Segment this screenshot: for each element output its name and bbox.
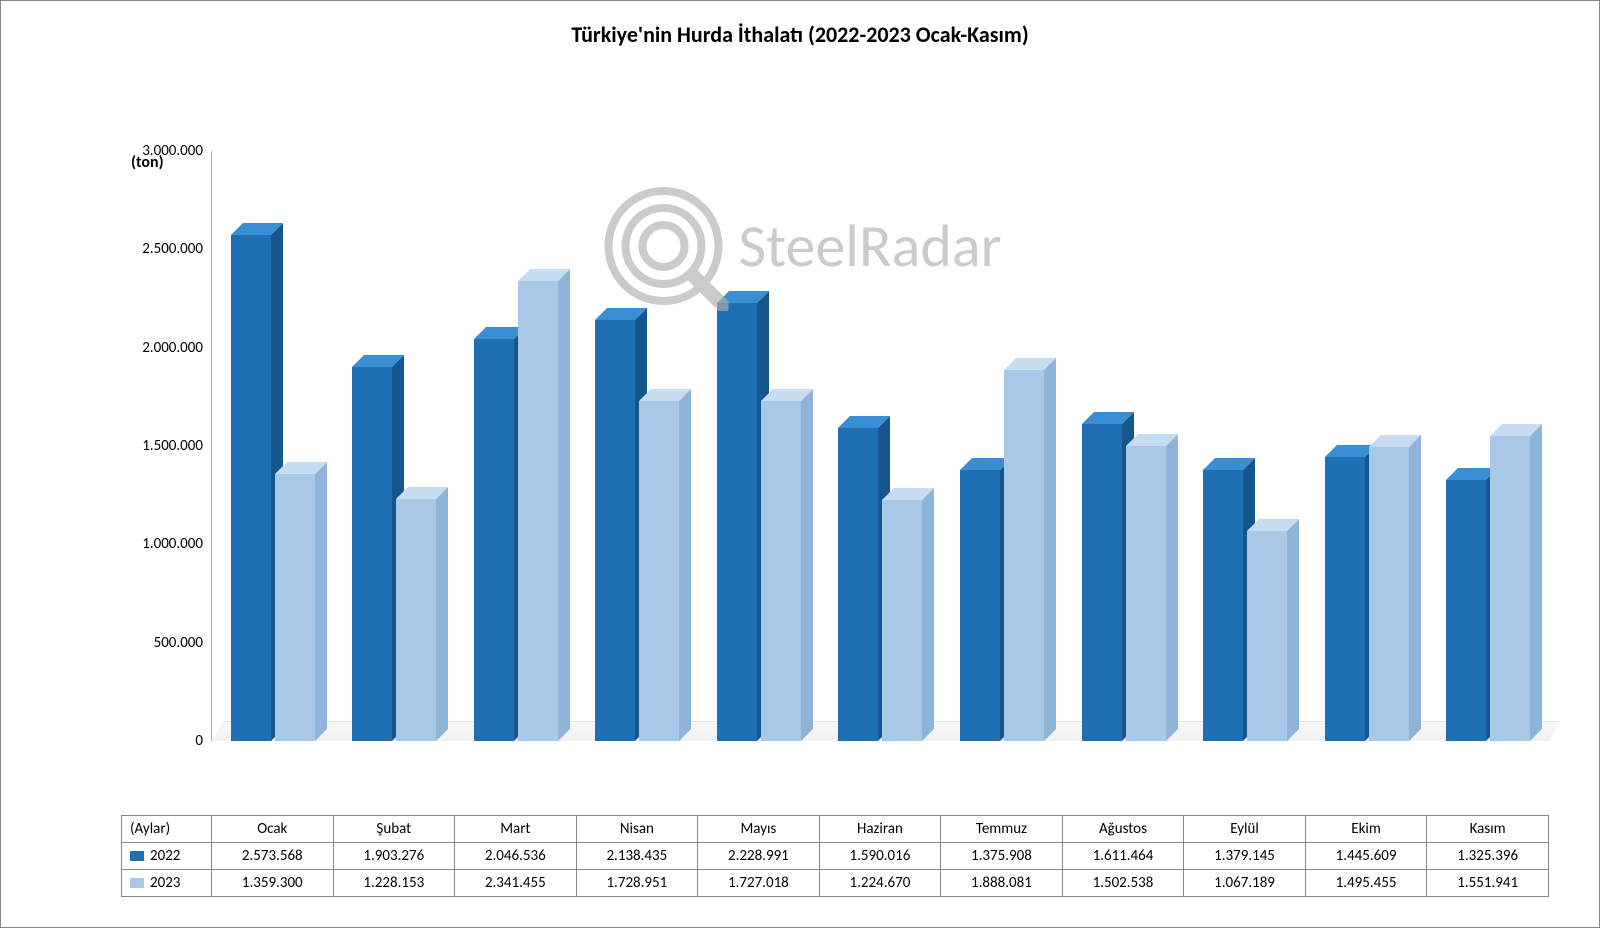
- bar-2022: [1446, 480, 1486, 741]
- bar-group: [820, 151, 942, 741]
- bar-group: [577, 151, 699, 741]
- data-cell: 2.138.435: [576, 843, 698, 870]
- data-cell: 1.325.396: [1427, 843, 1549, 870]
- data-cell: 1.379.145: [1184, 843, 1306, 870]
- data-cell: 2.341.455: [455, 870, 577, 897]
- plot-area: [211, 151, 1549, 741]
- data-table-region: (Aylar)OcakŞubatMartNisanMayısHaziranTem…: [121, 815, 1549, 897]
- legend-swatch-icon: [130, 878, 144, 888]
- data-cell: 2.046.536: [455, 843, 577, 870]
- bar-2023: [1490, 436, 1530, 741]
- bar-2022: [474, 339, 514, 741]
- category-header: Ekim: [1305, 816, 1427, 843]
- category-header: Mart: [455, 816, 577, 843]
- bar-group: [1427, 151, 1549, 741]
- bar-2022: [231, 235, 271, 741]
- bar-2022: [1325, 457, 1365, 741]
- y-tick: 1.000.000: [142, 535, 203, 553]
- category-header: Nisan: [576, 816, 698, 843]
- data-cell: 1.067.189: [1184, 870, 1306, 897]
- data-cell: 1.359.300: [212, 870, 334, 897]
- data-cell: 1.727.018: [698, 870, 820, 897]
- data-cell: 1.903.276: [333, 843, 455, 870]
- data-cell: 1.551.941: [1427, 870, 1549, 897]
- bar-2023: [1247, 531, 1287, 741]
- data-table: (Aylar)OcakŞubatMartNisanMayısHaziranTem…: [121, 815, 1549, 897]
- y-tick: 0: [195, 732, 203, 750]
- y-tick: 3.000.000: [142, 142, 203, 160]
- bar-2023: [1126, 446, 1166, 741]
- bar-2023: [1369, 447, 1409, 741]
- data-cell: 1.445.609: [1305, 843, 1427, 870]
- chart-title: Türkiye'nin Hurda İthalatı (2022-2023 Oc…: [31, 21, 1569, 48]
- data-cell: 1.611.464: [1062, 843, 1184, 870]
- chart-container: Türkiye'nin Hurda İthalatı (2022-2023 Oc…: [0, 0, 1600, 928]
- bar-2022: [838, 428, 878, 741]
- x-header-label: (Aylar): [122, 816, 212, 843]
- category-header: Haziran: [819, 816, 941, 843]
- bar-group: [1063, 151, 1185, 741]
- data-cell: 2.573.568: [212, 843, 334, 870]
- bar-2023: [396, 499, 436, 741]
- series-row-header: 2022: [122, 843, 212, 870]
- y-tick: 1.500.000: [142, 437, 203, 455]
- bar-2023: [518, 281, 558, 741]
- data-cell: 2.228.991: [698, 843, 820, 870]
- bar-group: [698, 151, 820, 741]
- category-header: Ağustos: [1062, 816, 1184, 843]
- category-header: Kasım: [1427, 816, 1549, 843]
- bar-2022: [595, 320, 635, 741]
- y-tick: 2.000.000: [142, 339, 203, 357]
- y-axis: 0500.0001.000.0001.500.0002.000.0002.500…: [121, 151, 211, 741]
- bar-group: [1306, 151, 1428, 741]
- y-tick: 500.000: [154, 634, 203, 652]
- bar-2023: [639, 401, 679, 741]
- y-tick: 2.500.000: [142, 240, 203, 258]
- data-cell: 1.495.455: [1305, 870, 1427, 897]
- category-header: Temmuz: [941, 816, 1063, 843]
- data-cell: 1.728.951: [576, 870, 698, 897]
- data-cell: 1.888.081: [941, 870, 1063, 897]
- bar-group: [455, 151, 577, 741]
- data-cell: 1.224.670: [819, 870, 941, 897]
- category-header: Ocak: [212, 816, 334, 843]
- data-cell: 1.590.016: [819, 843, 941, 870]
- category-header: Eylül: [1184, 816, 1306, 843]
- bar-2022: [352, 367, 392, 741]
- bar-2022: [717, 303, 757, 741]
- series-row-header: 2023: [122, 870, 212, 897]
- bar-group: [941, 151, 1063, 741]
- plot-region: 0500.0001.000.0001.500.0002.000.0002.500…: [121, 151, 1549, 741]
- bar-2023: [882, 500, 922, 741]
- bar-2022: [1203, 470, 1243, 741]
- bar-2023: [275, 474, 315, 741]
- bar-2023: [1004, 370, 1044, 741]
- bar-group: [1184, 151, 1306, 741]
- category-header: Mayıs: [698, 816, 820, 843]
- data-cell: 1.228.153: [333, 870, 455, 897]
- bar-group: [334, 151, 456, 741]
- bar-group: [212, 151, 334, 741]
- data-cell: 1.375.908: [941, 843, 1063, 870]
- legend-swatch-icon: [130, 851, 144, 861]
- bar-2022: [1082, 424, 1122, 741]
- bar-2023: [761, 401, 801, 741]
- data-cell: 1.502.538: [1062, 870, 1184, 897]
- category-header: Şubat: [333, 816, 455, 843]
- bar-2022: [960, 470, 1000, 741]
